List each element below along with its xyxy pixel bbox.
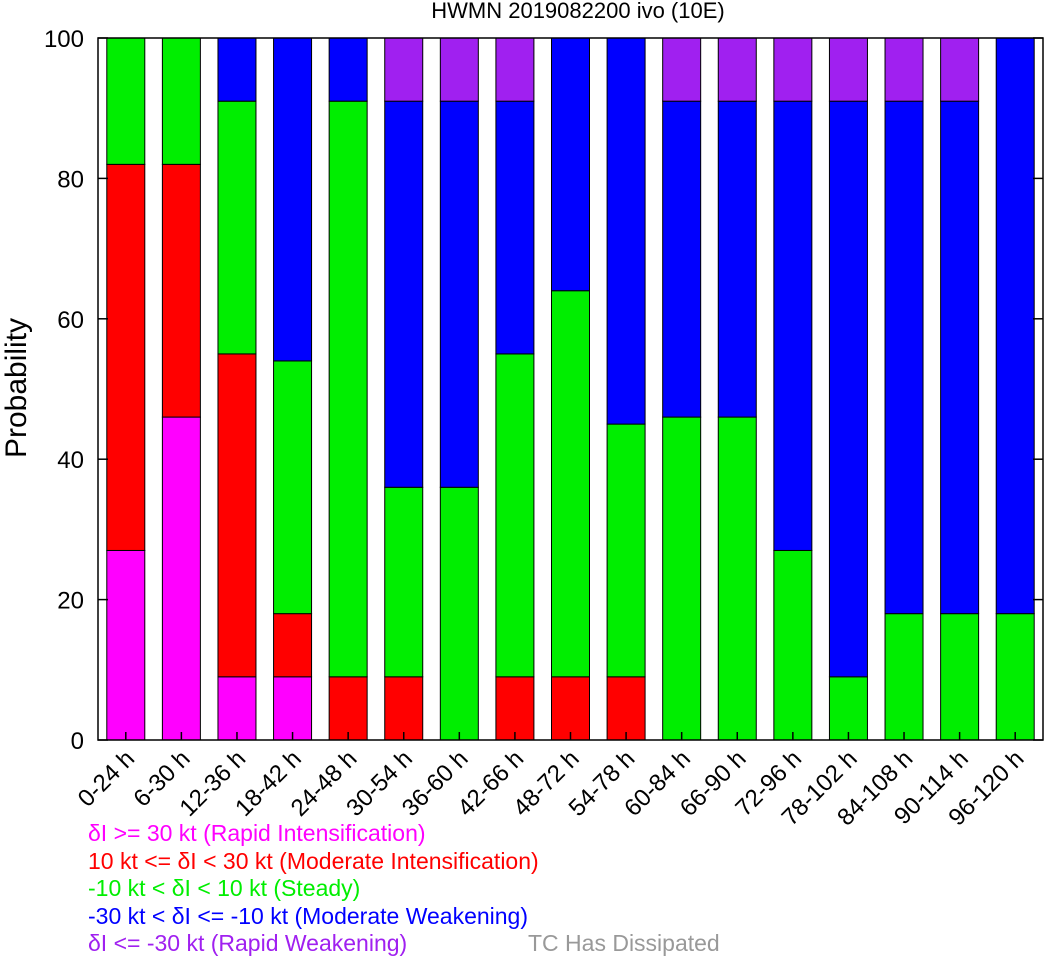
- bar-segment-42-66h-s3: [495, 100, 535, 355]
- legend: δI >= 30 kt (Rapid Intensification) 10 k…: [88, 820, 539, 958]
- bar-segment-72-96h-s4: [773, 37, 813, 102]
- bar-segment-66-90h-s4: [717, 37, 757, 102]
- bar-segment-6-30h-s2: [161, 37, 201, 165]
- bar-segment-60-84h-s4: [662, 37, 702, 102]
- legend-entry-rapid-weakening: δI <= -30 kt (Rapid Weakening): [88, 930, 408, 956]
- bar-segment-6-30h-s1: [161, 163, 201, 418]
- legend-entry-rapid-intensification: δI >= 30 kt (Rapid Intensification): [88, 820, 426, 846]
- bar-segment-60-84h-s3: [662, 100, 702, 418]
- bar-segment-12-36h-s2: [217, 100, 257, 355]
- bar-segment-36-60h-s3: [439, 100, 479, 488]
- bar-segment-12-36h-s0: [217, 676, 257, 741]
- bar-segment-72-96h-s3: [773, 100, 813, 551]
- bar-segment-84-108h-s4: [884, 37, 924, 102]
- y-tick-label-40: 40: [57, 447, 84, 474]
- bar-segment-30-54h-s2: [384, 486, 424, 678]
- bar-segment-18-42h-s3: [273, 37, 313, 362]
- bar-segment-78-102h-s2: [828, 676, 868, 741]
- bar-segment-30-54h-s4: [384, 37, 424, 102]
- bar-segment-42-66h-s4: [495, 37, 535, 102]
- bar-segment-90-114h-s4: [940, 37, 980, 102]
- bar-segment-48-72h-s2: [551, 290, 590, 678]
- bar-segment-54-78h-s1: [606, 676, 646, 741]
- bar-segment-66-90h-s2: [717, 416, 757, 741]
- y-tick-label-80: 80: [57, 166, 84, 193]
- legend-entry-dissipated: TC Has Dissipated: [528, 930, 720, 956]
- bar-segment-18-42h-s1: [273, 613, 313, 678]
- bar-segment-90-114h-s3: [940, 100, 980, 615]
- y-tick-label-100: 100: [44, 26, 84, 53]
- bar-segment-96-120h-s2: [995, 613, 1035, 741]
- bar-segment-66-90h-s3: [717, 100, 757, 418]
- bar-segment-30-54h-s1: [384, 676, 424, 741]
- bar-segment-84-108h-s2: [884, 613, 924, 741]
- bar-segment-54-78h-s2: [606, 423, 646, 678]
- bar-segment-24-48h-s1: [328, 676, 368, 741]
- bar-segment-72-96h-s2: [773, 549, 813, 741]
- chart-title: HWMN 2019082200 ivo (10E): [431, 0, 724, 23]
- bar-segment-42-66h-s2: [495, 353, 535, 678]
- bar-segment-12-36h-s1: [217, 353, 257, 678]
- bar-segment-48-72h-s1: [551, 676, 590, 741]
- bar-segment-18-42h-s0: [273, 676, 313, 741]
- bar-segment-0-24h-s1: [106, 163, 146, 551]
- y-tick-label-20: 20: [57, 588, 84, 615]
- bar-segment-0-24h-s2: [106, 37, 146, 165]
- bar-segment-30-54h-s3: [384, 100, 424, 488]
- y-tick-label-0: 0: [71, 728, 84, 755]
- x-tick-label-0: 0-24 h: [73, 745, 140, 812]
- bar-segment-24-48h-s2: [328, 100, 368, 678]
- bar-segment-54-78h-s3: [606, 37, 646, 425]
- bar-segment-84-108h-s3: [884, 100, 924, 615]
- bar-segment-36-60h-s2: [439, 486, 479, 741]
- y-tick-label-60: 60: [57, 307, 84, 334]
- bar-segment-0-24h-s0: [106, 549, 146, 741]
- bar-segment-90-114h-s2: [940, 613, 980, 741]
- bar-segment-78-102h-s4: [828, 37, 868, 102]
- bar-segment-6-30h-s0: [161, 416, 201, 741]
- bar-segment-24-48h-s3: [328, 37, 368, 102]
- bar-segment-12-36h-s3: [217, 37, 257, 102]
- bar-segment-78-102h-s3: [828, 100, 868, 678]
- bar-segment-42-66h-s1: [495, 676, 535, 741]
- bar-segment-48-72h-s3: [551, 37, 590, 292]
- legend-entry-moderate-intensification: 10 kt <= δI < 30 kt (Moderate Intensific…: [88, 847, 539, 874]
- bar-segment-36-60h-s4: [439, 37, 479, 102]
- bar-segment-96-120h-s3: [995, 37, 1035, 615]
- bar-segment-18-42h-s2: [273, 360, 313, 615]
- y-axis-label: Probability: [0, 318, 33, 458]
- bar-segment-60-84h-s2: [662, 416, 702, 741]
- legend-entry-steady: -10 kt < δI < 10 kt (Steady): [88, 875, 361, 901]
- legend-entry-moderate-weakening: -30 kt < δI <= -10 kt (Moderate Weakenin…: [88, 902, 529, 929]
